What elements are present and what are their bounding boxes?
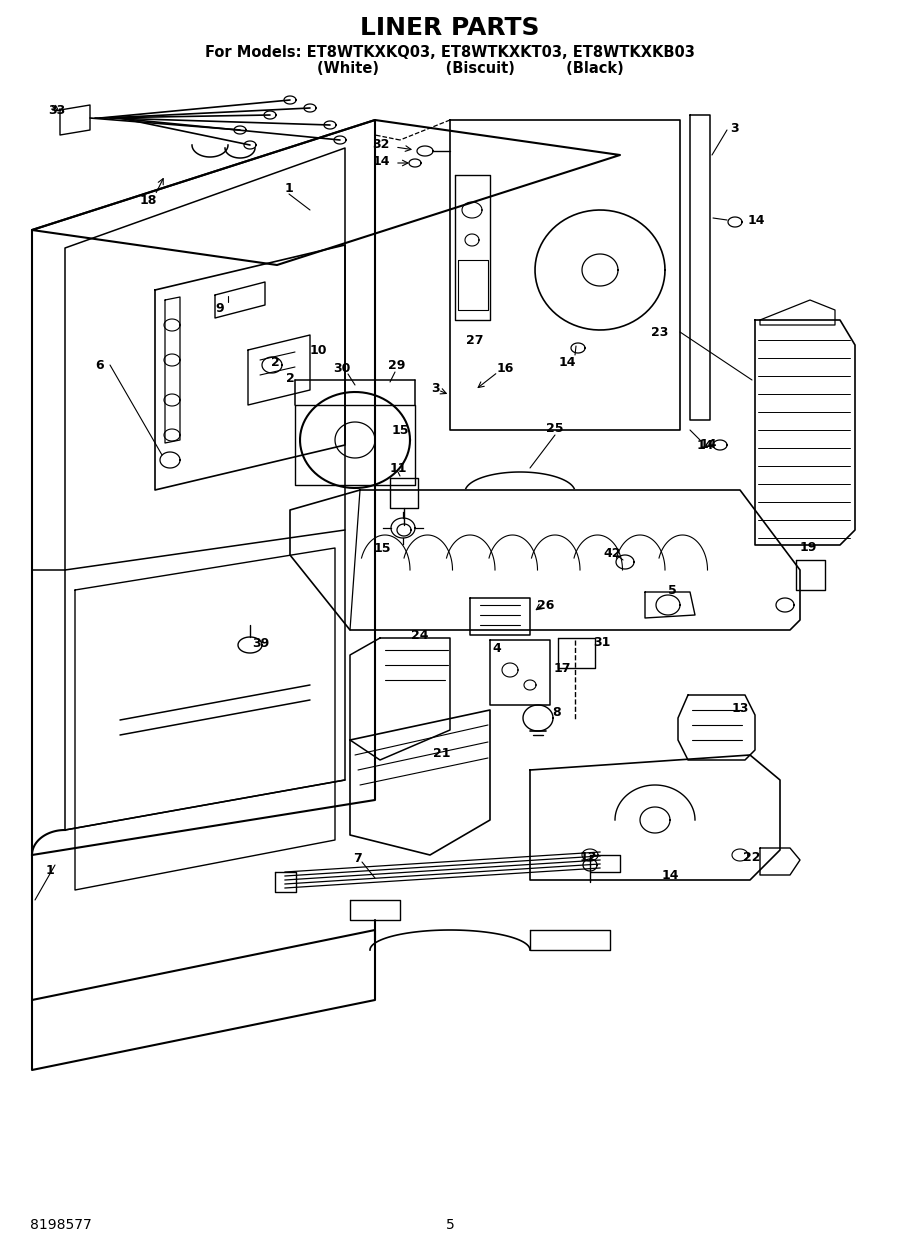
Text: 16: 16 xyxy=(496,362,514,374)
Text: 14: 14 xyxy=(748,214,766,226)
Text: 14: 14 xyxy=(699,438,716,450)
Text: 31: 31 xyxy=(593,635,610,649)
Text: 24: 24 xyxy=(411,629,428,641)
Text: 3: 3 xyxy=(431,382,439,394)
Text: 14: 14 xyxy=(558,355,576,368)
Text: 18: 18 xyxy=(140,194,157,206)
Text: 13: 13 xyxy=(732,701,750,715)
Text: 11: 11 xyxy=(389,461,407,475)
Text: 3: 3 xyxy=(730,122,739,134)
Text: 2: 2 xyxy=(271,355,279,368)
Text: 25: 25 xyxy=(546,421,563,435)
Text: 29: 29 xyxy=(388,358,406,372)
Text: 4: 4 xyxy=(492,641,501,655)
Text: 5: 5 xyxy=(446,1218,454,1232)
Text: 2: 2 xyxy=(285,372,294,384)
Text: 15: 15 xyxy=(374,542,391,554)
Text: 9: 9 xyxy=(216,302,224,314)
Text: 19: 19 xyxy=(799,541,816,553)
Text: 27: 27 xyxy=(466,333,484,347)
Text: 26: 26 xyxy=(537,598,554,612)
Text: 17: 17 xyxy=(554,661,571,675)
Text: 30: 30 xyxy=(333,362,351,374)
Text: 6: 6 xyxy=(95,358,104,372)
Text: 8198577: 8198577 xyxy=(30,1218,92,1232)
Text: 8: 8 xyxy=(552,706,561,718)
Text: 14: 14 xyxy=(697,439,714,451)
Text: 10: 10 xyxy=(310,343,328,357)
Text: 15: 15 xyxy=(392,424,409,436)
Text: 14: 14 xyxy=(373,154,390,168)
Text: 1: 1 xyxy=(284,181,293,194)
Text: 23: 23 xyxy=(652,326,669,338)
Text: LINER PARTS: LINER PARTS xyxy=(360,16,540,40)
Text: For Models: ET8WTKXKQ03, ET8WTKXKT03, ET8WTKXKB03: For Models: ET8WTKXKQ03, ET8WTKXKT03, ET… xyxy=(205,45,695,60)
Text: 32: 32 xyxy=(373,138,390,150)
Text: 22: 22 xyxy=(743,850,760,864)
Text: 7: 7 xyxy=(353,851,362,864)
Text: 21: 21 xyxy=(433,747,451,759)
Text: (White)             (Biscuit)          (Black): (White) (Biscuit) (Black) xyxy=(276,61,624,76)
Text: 39: 39 xyxy=(252,636,269,650)
Text: 12: 12 xyxy=(580,850,597,864)
Text: 42: 42 xyxy=(603,547,621,559)
Text: 5: 5 xyxy=(668,583,677,597)
Text: 1: 1 xyxy=(46,864,54,876)
Text: 33: 33 xyxy=(48,103,65,117)
Text: 14: 14 xyxy=(662,869,679,881)
